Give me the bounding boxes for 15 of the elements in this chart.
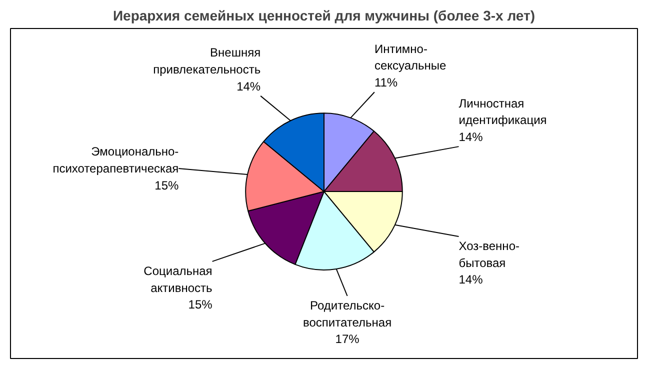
data-label: 17%	[335, 332, 360, 346]
slice-label: Интимно- сексуальные	[374, 42, 447, 73]
data-label: 14%	[458, 130, 484, 144]
slice-label: Хоз-венно- бытовая	[458, 239, 520, 270]
slice-label: Внешняя привлекательность	[153, 46, 261, 77]
data-label: 14%	[236, 79, 261, 94]
data-label: 15%	[188, 298, 213, 312]
data-label: 14%	[458, 272, 484, 287]
slice-label: Родительско- воспитательная	[303, 298, 392, 330]
data-label: 11%	[374, 76, 398, 90]
slice-label: Личностная идентификация	[458, 96, 547, 128]
data-label: 15%	[154, 178, 180, 192]
slice-label: Эмоционально- психотерапевтическая	[52, 144, 179, 176]
slice-label: Социальная активность	[144, 264, 212, 295]
chart-title: Иерархия семейных ценностей для мужчины (более 3-х лет)	[112, 8, 536, 24]
